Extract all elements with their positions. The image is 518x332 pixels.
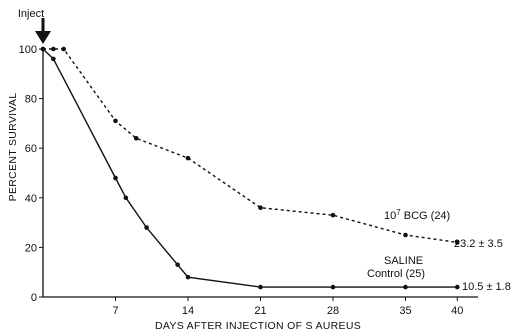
data-point — [113, 175, 118, 181]
data-point — [61, 46, 67, 52]
x-tick-label: 21 — [254, 305, 266, 317]
data-point — [51, 46, 56, 52]
data-point — [185, 155, 191, 161]
x-tick-label: 40 — [451, 305, 463, 317]
data-point — [113, 118, 118, 124]
data-point — [185, 274, 191, 280]
data-point — [330, 212, 336, 218]
series-line-1 — [42, 48, 458, 288]
x-tick-label: 35 — [399, 305, 411, 317]
data-point — [123, 195, 129, 201]
data-point — [330, 284, 336, 290]
inject-label: Inject — [18, 8, 44, 20]
data-point — [454, 284, 460, 290]
y-tick-label: 20 — [25, 242, 37, 254]
y-tick-label: 60 — [25, 143, 37, 155]
x-tick-label: 28 — [327, 305, 339, 317]
data-point — [258, 205, 263, 211]
y-tick-label: 40 — [25, 193, 37, 205]
data-point — [40, 46, 46, 52]
data-point — [258, 284, 263, 290]
data-point — [51, 56, 56, 62]
x-tick-label: 14 — [182, 305, 194, 317]
series-layer — [40, 46, 460, 290]
data-point — [403, 284, 408, 290]
x-axis-title: DAYS AFTER INJECTION OF S AUREUS — [155, 320, 361, 332]
data-point — [144, 225, 149, 230]
bcg-series-label: 107 BCG (24) — [384, 208, 450, 222]
saline-final-value: 10.5 ± 1.8 — [462, 281, 511, 293]
data-point — [454, 240, 460, 245]
saline-series-label-line2: Control (25) — [367, 268, 425, 280]
y-tick-label: 0 — [31, 292, 37, 304]
bcg-final-value: 23.2 ± 3.5 — [454, 238, 503, 250]
ticks: 0 20 40 60 80 100 7 14 21 28 35 40 — [19, 44, 464, 317]
y-tick-label: 80 — [25, 94, 37, 106]
data-point — [175, 262, 180, 268]
y-tick-label: 100 — [19, 44, 37, 56]
x-tick-label: 7 — [112, 305, 118, 317]
data-point — [133, 135, 139, 141]
inject-arrow-icon — [35, 18, 51, 44]
saline-series-label-line1: SALINE — [384, 255, 423, 267]
y-axis-title: PERCENT SURVIVAL — [7, 93, 19, 202]
data-point — [403, 232, 408, 238]
series-line-0 — [43, 48, 458, 244]
